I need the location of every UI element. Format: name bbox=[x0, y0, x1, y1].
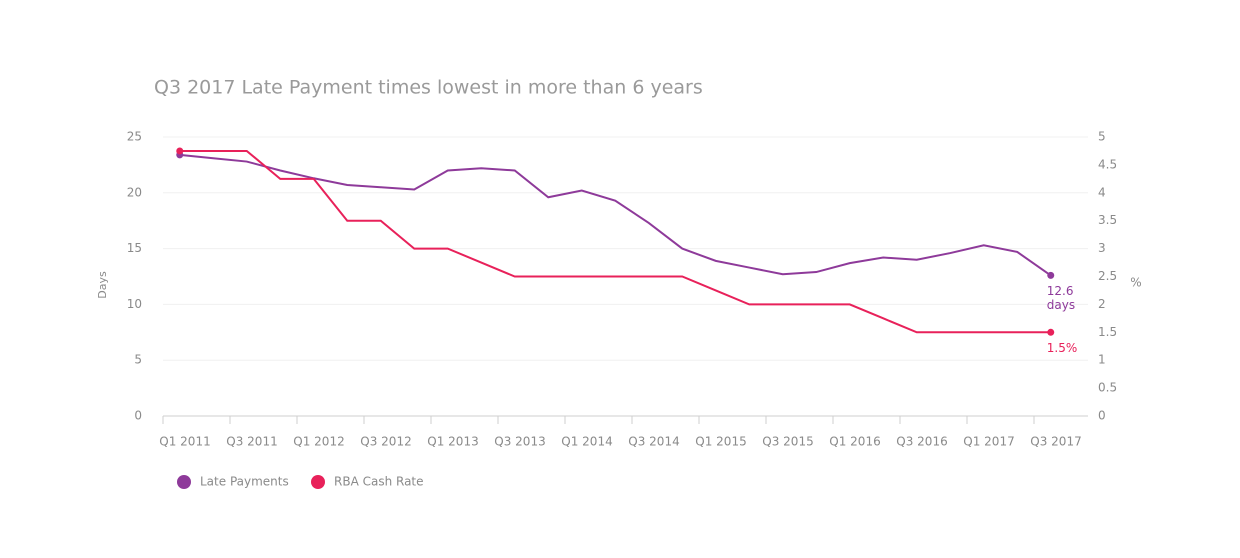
legend-marker bbox=[177, 475, 191, 489]
end-point bbox=[1047, 271, 1055, 279]
y2-tick-label: 3.5 bbox=[1098, 213, 1117, 227]
y2-axis-label: % bbox=[1130, 276, 1141, 290]
value-label: 1.5% bbox=[1046, 341, 1078, 356]
x-tick-label: Q3 2012 bbox=[360, 435, 411, 449]
y2-tick-label: 0.5 bbox=[1098, 381, 1117, 395]
legend-label: Late Payments bbox=[200, 475, 289, 489]
end-point bbox=[1047, 328, 1055, 336]
x-tick-label: Q1 2014 bbox=[561, 435, 612, 449]
x-tick-label: Q3 2015 bbox=[762, 435, 813, 449]
y-tick-label: 15 bbox=[127, 241, 142, 255]
y-tick-label: 5 bbox=[134, 353, 142, 367]
end-point bbox=[176, 147, 184, 155]
x-tick-label: Q3 2017 bbox=[1030, 435, 1081, 449]
legend-label: RBA Cash Rate bbox=[334, 475, 424, 489]
x-tick-label: Q1 2013 bbox=[427, 435, 478, 449]
line-series bbox=[179, 149, 1051, 334]
y2-tick-label: 1.5 bbox=[1098, 325, 1117, 339]
y2-tick-label: 4 bbox=[1098, 185, 1106, 199]
value-label: 12.6 days bbox=[1046, 284, 1076, 313]
y2-tick-label: 0 bbox=[1098, 409, 1106, 423]
y-tick-label: 25 bbox=[127, 130, 142, 144]
x-tick-label: Q1 2016 bbox=[829, 435, 880, 449]
line-series bbox=[179, 153, 1052, 277]
y-axis-label: Days bbox=[96, 271, 109, 299]
x-tick-label: Q3 2011 bbox=[226, 435, 277, 449]
y-tick-label: 20 bbox=[127, 185, 142, 199]
y2-tick-label: 3 bbox=[1098, 241, 1106, 255]
y2-tick-label: 1 bbox=[1098, 353, 1106, 367]
x-tick-label: Q1 2012 bbox=[293, 435, 344, 449]
x-tick-label: Q3 2013 bbox=[494, 435, 545, 449]
y-tick-label: 0 bbox=[134, 409, 142, 423]
y2-tick-label: 5 bbox=[1098, 130, 1106, 144]
x-tick-label: Q1 2011 bbox=[159, 435, 210, 449]
y2-tick-label: 4.5 bbox=[1098, 157, 1117, 171]
y2-tick-label: 2 bbox=[1098, 297, 1106, 311]
legend-marker bbox=[311, 475, 325, 489]
x-tick-label: Q3 2016 bbox=[896, 435, 947, 449]
y2-tick-label: 2.5 bbox=[1098, 269, 1117, 283]
x-tick-label: Q1 2017 bbox=[963, 435, 1014, 449]
chart-title: Q3 2017 Late Payment times lowest in mor… bbox=[154, 77, 703, 99]
x-tick-label: Q1 2015 bbox=[695, 435, 746, 449]
x-tick-label: Q3 2014 bbox=[628, 435, 679, 449]
y-tick-label: 10 bbox=[127, 297, 142, 311]
